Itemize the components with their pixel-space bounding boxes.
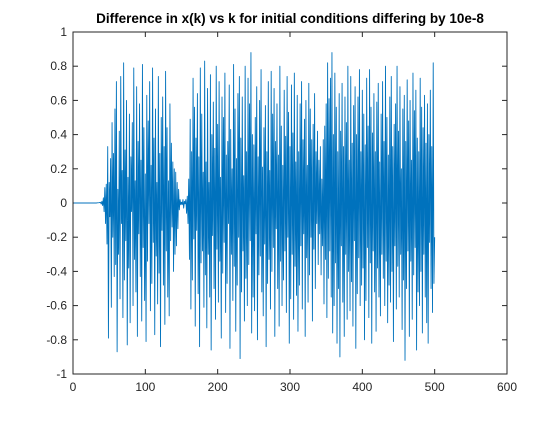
x-tick-label: 0 <box>70 380 77 394</box>
x-tick-label: 100 <box>135 380 155 394</box>
y-tick-label: 1 <box>60 25 67 39</box>
y-tick-label: -0.6 <box>46 299 67 313</box>
y-tick-label: -0.8 <box>46 333 67 347</box>
x-axis-ticks: 0 100 200 300 400 500 600 <box>70 32 517 394</box>
series-line-0 <box>73 52 436 361</box>
y-tick-label: 0 <box>60 196 67 210</box>
x-tick-label: 600 <box>497 380 517 394</box>
y-tick-label: 0.8 <box>50 59 67 73</box>
y-tick-label: -1 <box>56 367 67 381</box>
x-tick-label: 200 <box>208 380 228 394</box>
chart-title: Difference in x(k) vs k for initial cond… <box>96 11 484 26</box>
x-tick-label: 300 <box>280 380 300 394</box>
series-layer <box>73 52 436 361</box>
y-tick-label: -0.4 <box>46 264 67 278</box>
y-tick-label: 0.4 <box>50 128 67 142</box>
y-tick-label: 0.6 <box>50 93 67 107</box>
y-tick-label: -0.2 <box>46 230 67 244</box>
x-tick-label: 500 <box>425 380 445 394</box>
y-axis-ticks: 1 0.8 0.6 0.4 0.2 0 -0.2 -0.4 -0.6 -0.8 -1 <box>46 25 507 381</box>
y-tick-label: 0.2 <box>50 162 67 176</box>
x-tick-label: 400 <box>352 380 372 394</box>
